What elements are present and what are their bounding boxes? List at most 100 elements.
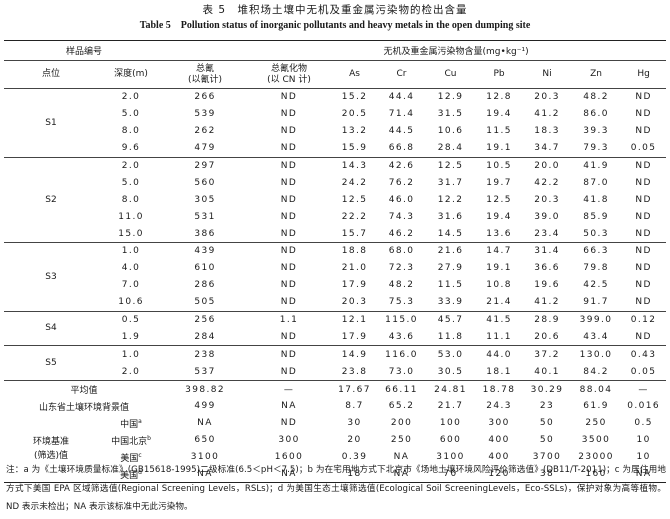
value-cell: 398.82 <box>164 380 247 399</box>
value-cell: NA <box>197 418 213 429</box>
standards-label-line-2: (筛选)值 <box>33 450 69 461</box>
value-cell: 76.2 <box>388 177 415 188</box>
value-cell: 1600 <box>274 452 304 463</box>
value-cell: 539 <box>194 109 216 120</box>
value-cell: 130.0 <box>571 345 622 364</box>
value-cell: 400 <box>488 452 510 463</box>
value-cell: 0.016 <box>627 401 660 412</box>
standard-name-text: 美国 <box>120 470 139 481</box>
depth-cell: 1.0 <box>98 242 165 260</box>
value-cell: 13.2 <box>341 126 368 137</box>
value-cell: 39.3 <box>583 126 609 137</box>
standard-name: 美国d <box>98 465 165 484</box>
standard-row: 环境基准 (筛选)值 中国a NA ND 30 200 100 300 50 250 0.5 <box>4 414 666 484</box>
value-cell: NA <box>393 452 410 463</box>
depth-cell: 2.0 <box>98 156 165 175</box>
value-cell: 42.6 <box>377 156 427 175</box>
value-cell: ND <box>635 331 652 342</box>
value-cell: — <box>246 380 333 399</box>
value-cell: 479 <box>194 143 216 154</box>
value-cell: 400 <box>488 435 510 446</box>
table-row: S4 0.5 256 1.1 12.1 115.0 45.7 41.5 28.9 399.0 0.1… <box>4 310 667 346</box>
value-cell: 499 <box>194 401 216 412</box>
table-row: 7.0 286 ND 17.9 48.2 11.5 10.8 19.6 42.5 ND <box>4 277 666 294</box>
value-cell: ND <box>635 109 652 120</box>
value-cell: NA <box>246 465 333 484</box>
value-cell: 46.0 <box>388 194 415 205</box>
table-row: 5.0 560 ND 24.2 76.2 31.7 19.7 42.2 87.0 ND <box>4 174 666 191</box>
value-cell: 34.7 <box>534 143 560 154</box>
value-cell: 3700 <box>532 452 562 463</box>
value-cell: ND <box>635 177 652 188</box>
value-cell: 19.1 <box>486 263 512 274</box>
value-cell: 84.2 <box>583 366 609 377</box>
value-cell: 66.8 <box>388 143 415 154</box>
value-cell: 250 <box>585 418 607 429</box>
standard-row: 中国北京b 650 300 20 250 600 400 50 3500 10 <box>4 432 666 449</box>
value-cell: 537 <box>194 366 216 377</box>
depth-cell: 5.0 <box>121 177 141 188</box>
value-cell: ND <box>635 280 652 291</box>
value-cell: ND <box>635 228 652 239</box>
value-cell: 46.2 <box>388 228 415 239</box>
value-cell: 600 <box>439 435 462 446</box>
value-cell: 11.5 <box>437 280 464 291</box>
value-cell: ND <box>280 366 298 377</box>
value-cell: ND <box>280 297 298 308</box>
value-cell: 20.3 <box>341 297 368 308</box>
value-cell: 12.9 <box>426 87 476 106</box>
value-cell: 21.6 <box>426 242 476 260</box>
value-cell: 28.4 <box>437 143 464 154</box>
depth-cell: 2.0 <box>121 366 141 377</box>
value-cell: 17.67 <box>332 380 378 399</box>
value-cell: 41.9 <box>571 156 622 175</box>
value-cell: 3100 <box>190 452 220 463</box>
value-cell: 38 <box>523 465 572 484</box>
value-cell: 115.0 <box>377 310 427 329</box>
value-cell: 30.5 <box>437 366 464 377</box>
value-cell: 40.1 <box>534 366 560 377</box>
standard-footnote-mark: a <box>138 417 142 425</box>
value-cell: 79.3 <box>583 143 609 154</box>
total-cyanogen-header: 总氰 (以氰计) <box>164 60 247 89</box>
cr-header: Cr <box>377 60 427 89</box>
point-label: S3 <box>4 242 98 312</box>
value-cell: 66.11 <box>377 380 427 399</box>
value-cell: 3500 <box>581 435 611 446</box>
standard-name-text: 中国北京 <box>111 436 148 447</box>
value-cell: 36.6 <box>534 263 560 274</box>
value-cell: 65.2 <box>388 401 415 412</box>
standard-name: 美国c <box>98 449 164 466</box>
value-cell: 399.0 <box>571 310 622 329</box>
value-cell: 33.9 <box>437 297 464 308</box>
ni-header: Ni <box>523 60 572 89</box>
value-cell: ND <box>635 263 652 274</box>
as-header: As <box>332 60 378 89</box>
value-cell: 86.0 <box>583 109 609 120</box>
value-cell: 0.43 <box>621 345 667 364</box>
value-cell: 73.0 <box>388 366 415 377</box>
value-cell: 28.9 <box>523 310 572 329</box>
value-cell: 14.7 <box>475 242 524 260</box>
value-cell: 44.4 <box>377 87 427 106</box>
value-cell: 20.3 <box>534 194 560 205</box>
point-label: S5 <box>4 345 98 381</box>
value-cell: 21.7 <box>437 401 464 412</box>
standards-label: 环境基准 (筛选)值 <box>4 414 98 484</box>
depth-cell: 2.0 <box>98 87 165 106</box>
depth-cell: 11.0 <box>118 211 144 222</box>
value-cell: 41.2 <box>534 297 560 308</box>
value-cell: ND <box>635 194 652 205</box>
value-cell: 266 <box>164 87 247 106</box>
value-cell: 21.0 <box>341 263 368 274</box>
value-cell: 20 <box>347 435 362 446</box>
value-cell: 300 <box>488 418 510 429</box>
value-cell: 44.0 <box>475 345 524 364</box>
value-cell: 14.9 <box>332 345 378 364</box>
value-cell: ND <box>280 143 298 154</box>
value-cell: ND <box>246 242 333 260</box>
value-cell: ND <box>246 87 333 106</box>
value-cell: 72.3 <box>388 263 415 274</box>
value-cell: ND <box>280 211 298 222</box>
